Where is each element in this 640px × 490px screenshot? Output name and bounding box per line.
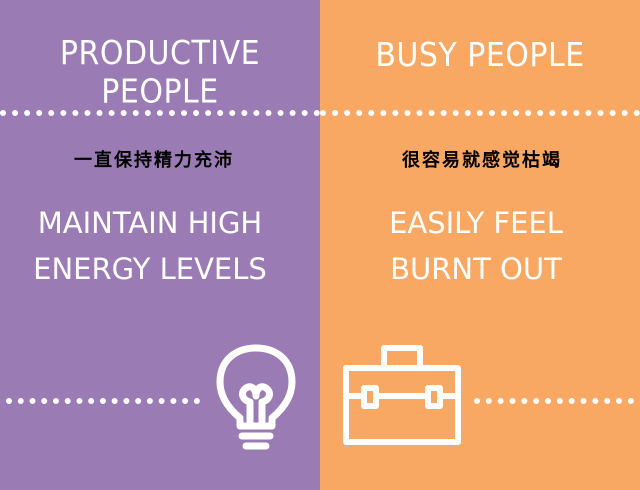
- right-top-divider: [320, 110, 640, 116]
- busy-line-2: BURNT OUT: [390, 252, 562, 286]
- busy-chinese-text: 很容易就感觉枯竭: [402, 150, 562, 171]
- left-top-divider: [0, 110, 320, 116]
- productive-chinese-text: 一直保持精力充沛: [74, 150, 234, 171]
- busy-people-panel: BUSY PEOPLE 很容易就感觉枯竭 EASILY FEEL BURNT O…: [320, 0, 640, 490]
- productive-line-1: MAINTAIN HIGH: [37, 206, 263, 240]
- right-bottom-divider: [474, 398, 634, 404]
- productive-description: MAINTAIN HIGH ENERGY LEVELS: [0, 200, 310, 292]
- productive-title: PRODUCTIVE PEOPLE: [59, 34, 261, 112]
- left-bottom-divider: [6, 398, 200, 404]
- lightbulb-icon: [216, 344, 296, 450]
- productive-line-2: ENERGY LEVELS: [33, 252, 267, 286]
- busy-line-1: EASILY FEEL: [389, 206, 563, 240]
- productive-people-panel: PRODUCTIVE PEOPLE 一直保持精力充沛 MAINTAIN HIGH…: [0, 0, 320, 490]
- busy-title: BUSY PEOPLE: [375, 36, 585, 75]
- busy-description: EASILY FEEL BURNT OUT: [316, 200, 636, 292]
- briefcase-icon: [343, 345, 461, 445]
